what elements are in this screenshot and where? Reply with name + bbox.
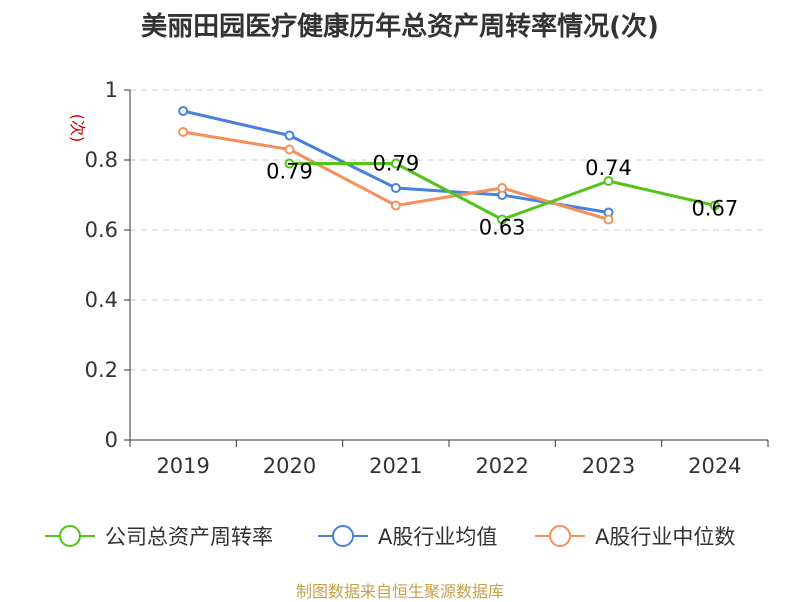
data-point <box>284 130 295 141</box>
data-point <box>178 106 189 116</box>
legend-marker <box>59 525 81 547</box>
data-label: 0.63 <box>479 216 526 240</box>
x-tick-label: 2020 <box>263 454 316 478</box>
y-axis-label: (次) <box>68 114 87 143</box>
data-label: 0.74 <box>585 156 632 180</box>
axes: 0 0.2 0.4 0.6 0.8 1 (次) 2019 2020 2021 2022 2023 202… <box>68 78 769 478</box>
data-label: 0.67 <box>691 197 738 221</box>
data-label: 0.79 <box>266 160 313 184</box>
y-tick-label: 0 <box>105 428 118 452</box>
chart-title: 美丽田园医疗健康历年总资产周转率情况(次) <box>141 12 659 42</box>
y-tick-label: 0.2 <box>85 358 118 382</box>
data-point <box>390 200 401 211</box>
source-note: 制图数据来自恒生聚源数据库 <box>295 582 504 601</box>
data-point <box>603 214 614 225</box>
data-point <box>390 183 401 193</box>
legend-label: A股行业中位数 <box>595 525 735 549</box>
y-tick-label: 0.6 <box>85 218 118 242</box>
legend-label: A股行业均值 <box>378 525 497 549</box>
data-labels: 0.79 0.79 0.63 0.74 0.67 <box>266 152 738 240</box>
x-tick-label: 2024 <box>688 454 741 478</box>
data-point <box>603 176 614 186</box>
data-label: 0.79 <box>372 152 419 176</box>
legend-marker <box>549 525 571 547</box>
grid-lines <box>130 89 768 371</box>
data-point <box>178 127 189 137</box>
x-tick-label: 2019 <box>156 454 209 478</box>
series-layer <box>178 106 720 225</box>
legend-label: 公司总资产周转率 <box>105 525 273 549</box>
legend-marker <box>332 525 354 547</box>
data-point <box>497 214 508 225</box>
data-point <box>709 200 720 211</box>
x-tick-label: 2022 <box>475 454 528 478</box>
x-tick-label: 2023 <box>582 454 635 478</box>
y-tick-label: 0.8 <box>85 148 118 172</box>
data-point <box>284 144 295 155</box>
x-tick-label: 2021 <box>369 454 422 478</box>
y-tick-label: 1 <box>105 78 118 102</box>
data-point <box>390 158 401 169</box>
data-point <box>284 158 295 169</box>
y-tick-label: 0.4 <box>85 288 118 312</box>
legend: 公司总资产周转率 A股行业均值 A股行业中位数 <box>45 525 735 549</box>
data-point <box>497 183 508 193</box>
